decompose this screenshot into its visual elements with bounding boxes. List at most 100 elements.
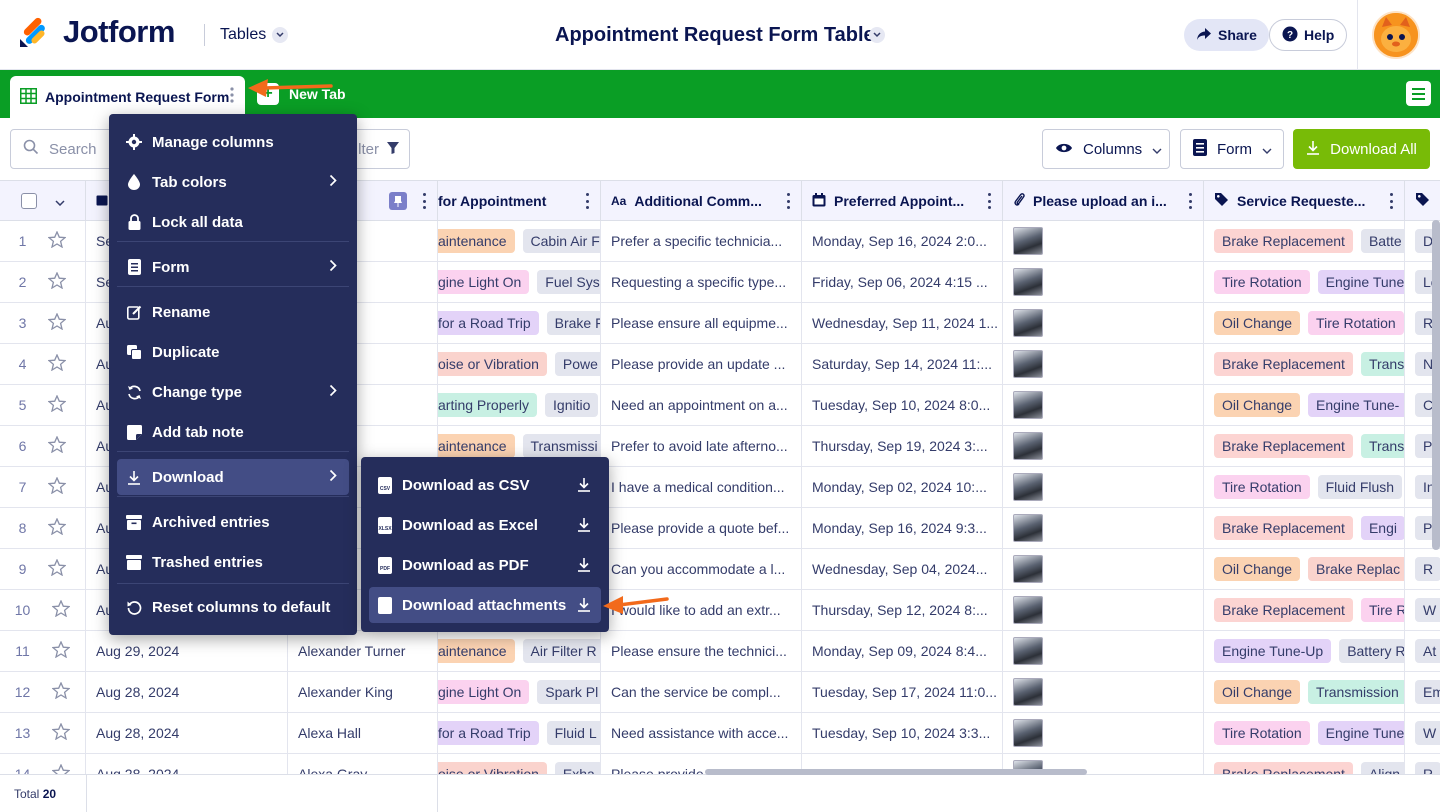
preferred-date-cell[interactable]: Monday, Sep 16, 2024 2:0...	[802, 221, 1003, 261]
upload-cell[interactable]	[1003, 713, 1204, 753]
preferred-date-cell[interactable]: Wednesday, Sep 11, 2024 1...	[802, 303, 1003, 343]
service-cell[interactable]: Brake Replacement Trans	[1204, 344, 1405, 384]
reason-cell[interactable]: aintenance Cabin Air F	[438, 221, 601, 261]
user-avatar[interactable]	[1372, 11, 1420, 59]
star-icon[interactable]	[47, 230, 68, 251]
star-icon[interactable]	[47, 394, 68, 415]
page-title[interactable]: Appointment Request Form Table	[555, 24, 875, 46]
upload-cell[interactable]	[1003, 549, 1204, 589]
table-row[interactable]: 13 Aug 28, 2024 Alexa Hall for a Road Trip F…	[0, 713, 1440, 754]
download-all-button[interactable]: Download All	[1293, 129, 1430, 169]
table-row[interactable]: 9 Au Can you accommodate a l... Wednesday, …	[0, 549, 1440, 590]
car-image-thumbnail[interactable]	[1013, 596, 1043, 624]
submenu-item-download-pdf[interactable]: PDF Download as PDF	[369, 547, 601, 583]
help-button[interactable]: ? Help	[1269, 19, 1348, 51]
submenu-item-download-attachments[interactable]: Download attachments	[369, 587, 601, 623]
date-cell[interactable]: Aug 28, 2024	[86, 713, 288, 753]
menu-item-change-type[interactable]: Change type	[117, 374, 349, 410]
comment-cell[interactable]: I would like to add an extr...	[601, 590, 802, 630]
comment-cell[interactable]: Requesting a specific type...	[601, 262, 802, 302]
column-options-icon[interactable]	[1390, 193, 1394, 209]
row-number-cell[interactable]: 9	[0, 549, 86, 589]
row-number-cell[interactable]: 2	[0, 262, 86, 302]
star-icon[interactable]	[47, 435, 68, 456]
car-image-thumbnail[interactable]	[1013, 227, 1043, 255]
menu-item-reset-columns[interactable]: Reset columns to default	[117, 589, 349, 625]
chevron-down-icon[interactable]	[869, 27, 885, 43]
menu-item-rename[interactable]: Rename	[117, 294, 349, 330]
upload-cell[interactable]	[1003, 672, 1204, 712]
car-image-thumbnail[interactable]	[1013, 555, 1043, 583]
car-image-thumbnail[interactable]	[1013, 350, 1043, 378]
upload-cell[interactable]	[1003, 590, 1204, 630]
row-number-cell[interactable]: 12	[0, 672, 86, 712]
star-icon[interactable]	[47, 271, 68, 292]
star-icon[interactable]	[47, 517, 68, 538]
car-image-thumbnail[interactable]	[1013, 514, 1043, 542]
star-icon[interactable]	[47, 312, 68, 333]
service-cell[interactable]: Tire Rotation Engine Tune	[1204, 262, 1405, 302]
column-options-icon[interactable]	[988, 193, 992, 209]
comment-cell[interactable]: Please ensure the technici...	[601, 631, 802, 671]
upload-cell[interactable]	[1003, 631, 1204, 671]
comment-cell[interactable]: Can you accommodate a l...	[601, 549, 802, 589]
name-cell[interactable]: Alexander King	[288, 672, 438, 712]
service-cell[interactable]: Tire Rotation Engine Tune	[1204, 713, 1405, 753]
extra-cell[interactable]: At	[1405, 631, 1440, 671]
column-options-icon[interactable]	[787, 193, 791, 209]
row-number-cell[interactable]: 8	[0, 508, 86, 548]
service-cell[interactable]: Oil Change Engine Tune-	[1204, 385, 1405, 425]
service-cell[interactable]: Tire Rotation Fluid Flush	[1204, 467, 1405, 507]
menu-item-duplicate[interactable]: Duplicate	[117, 334, 349, 370]
preferred-date-cell[interactable]: Monday, Sep 16, 2024 9:3...	[802, 508, 1003, 548]
row-number-cell[interactable]: 10	[0, 590, 86, 630]
submenu-item-download-excel[interactable]: XLSX Download as Excel	[369, 507, 601, 543]
service-cell[interactable]: Oil Change Brake Replac	[1204, 549, 1405, 589]
menu-item-trashed-entries[interactable]: Trashed entries	[117, 544, 349, 580]
car-image-thumbnail[interactable]	[1013, 719, 1043, 747]
row-number-cell[interactable]: 1	[0, 221, 86, 261]
row-number-cell[interactable]: 13	[0, 713, 86, 753]
star-icon[interactable]	[47, 476, 68, 497]
row-number-cell[interactable]: 5	[0, 385, 86, 425]
reason-cell[interactable]: gine Light On Fuel Sys	[438, 262, 601, 302]
submenu-item-download-csv[interactable]: CSV Download as CSV	[369, 467, 601, 503]
comment-cell[interactable]: Please provide a reminde...	[601, 754, 802, 774]
row-number-cell[interactable]: 11	[0, 631, 86, 671]
menu-item-form[interactable]: Form	[117, 249, 349, 285]
preferred-date-cell[interactable]: Tuesday, Sep 10, 2024 3:3...	[802, 713, 1003, 753]
chevron-down-icon[interactable]	[54, 193, 65, 209]
row-number-cell[interactable]: 7	[0, 467, 86, 507]
upload-cell[interactable]	[1003, 262, 1204, 302]
column-header-preferred-appointment[interactable]: Preferred Appoint...	[802, 181, 1003, 221]
service-cell[interactable]: Brake Replacement Align	[1204, 754, 1405, 774]
reason-cell[interactable]: aintenance Air Filter R	[438, 631, 601, 671]
column-header-service-requested[interactable]: Service Requeste...	[1204, 181, 1405, 221]
preferred-date-cell[interactable]: Thursday, Sep 12, 2024 8:...	[802, 590, 1003, 630]
row-number-cell[interactable]: 4	[0, 344, 86, 384]
preferred-date-cell[interactable]: Monday, Sep 09, 2024 8:4...	[802, 631, 1003, 671]
tables-dropdown-label[interactable]: Tables	[220, 26, 267, 43]
star-icon[interactable]	[47, 353, 68, 374]
service-cell[interactable]: Brake Replacement Trans	[1204, 426, 1405, 466]
select-all-checkbox[interactable]	[20, 193, 37, 209]
service-cell[interactable]: Brake Replacement Batte	[1204, 221, 1405, 261]
reason-cell[interactable]: oise or Vibration Powe	[438, 344, 601, 384]
reason-cell[interactable]: for a Road Trip Fluid L	[438, 713, 601, 753]
tab-options-icon[interactable]	[229, 86, 235, 109]
row-number-cell[interactable]: 3	[0, 303, 86, 343]
tab-appointment-request-form[interactable]: Appointment Request Form	[10, 76, 245, 118]
reason-cell[interactable]: for a Road Trip Brake F	[438, 303, 601, 343]
service-cell[interactable]: Engine Tune-Up Battery R	[1204, 631, 1405, 671]
vertical-scrollbar[interactable]	[1432, 220, 1440, 550]
comment-cell[interactable]: Need an appointment on a...	[601, 385, 802, 425]
upload-cell[interactable]	[1003, 303, 1204, 343]
service-cell[interactable]: Brake Replacement Tire R	[1204, 590, 1405, 630]
table-row[interactable]: 11 Aug 29, 2024 Alexander Turner aintenance…	[0, 631, 1440, 672]
columns-button[interactable]: Columns	[1042, 129, 1170, 169]
pin-icon[interactable]	[389, 192, 407, 210]
service-cell[interactable]: Brake Replacement Engi	[1204, 508, 1405, 548]
horizontal-scrollbar[interactable]	[705, 769, 1087, 775]
row-number-cell[interactable]: 6	[0, 426, 86, 466]
